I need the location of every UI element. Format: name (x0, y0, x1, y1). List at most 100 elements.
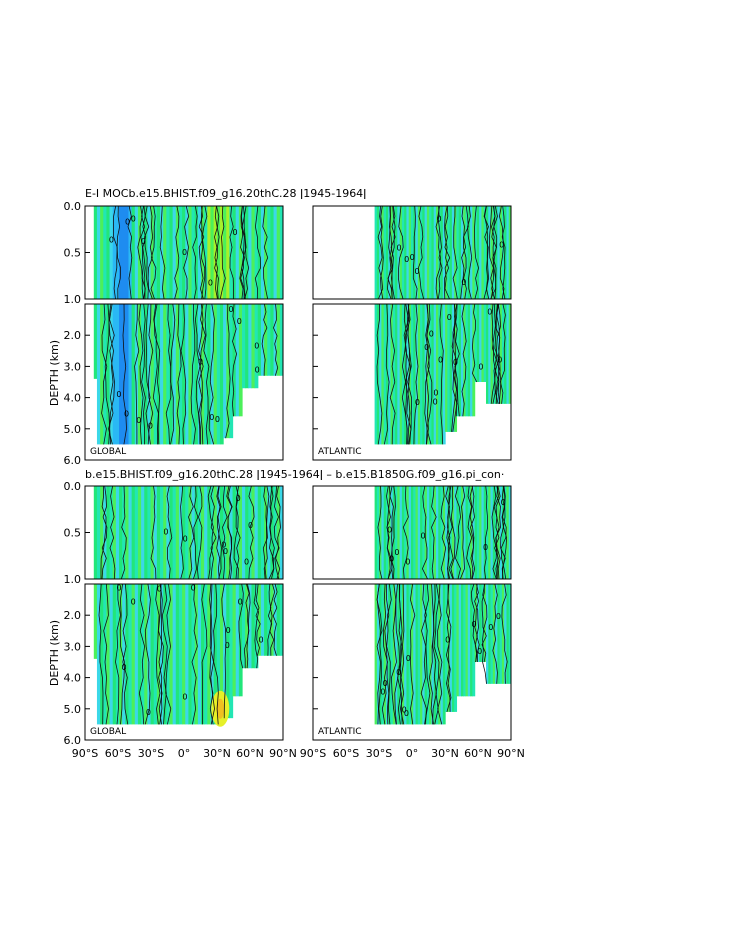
color-band (103, 206, 108, 299)
contour-zero-label: 0 (415, 398, 420, 407)
contour-line (467, 206, 473, 299)
contour-line (145, 304, 151, 445)
color-band (458, 486, 462, 579)
color-band (454, 486, 458, 579)
contour-zero-label: 0 (136, 416, 141, 425)
contour-line (113, 206, 118, 299)
color-band (144, 486, 149, 579)
color-band (257, 304, 262, 376)
color-band (451, 206, 455, 299)
color-band (131, 584, 136, 725)
x-tick-label: 0° (178, 747, 191, 760)
contour-zero-label: 0 (394, 548, 399, 557)
color-band (397, 486, 401, 579)
contour-line (446, 584, 451, 712)
contour-line (263, 486, 270, 579)
x-tick-label: 60°S (333, 747, 359, 760)
x-tick-label: 30°N (203, 747, 231, 760)
color-band (204, 584, 208, 725)
color-band (251, 584, 256, 669)
y-tick-label: 0.0 (64, 480, 82, 493)
contour-line (482, 584, 488, 684)
color-band (106, 304, 111, 445)
contour-line (491, 486, 497, 579)
contour-zero-label: 0 (163, 527, 168, 536)
color-band (420, 486, 423, 579)
color-band (163, 486, 167, 579)
contour-line (216, 486, 221, 579)
color-band (408, 584, 412, 725)
contour-line (445, 584, 452, 713)
color-band (160, 304, 164, 445)
color-band (178, 206, 183, 299)
color-band (232, 304, 237, 417)
color-band (429, 486, 433, 579)
contour-line (127, 206, 133, 299)
contour-zero-label: 0 (198, 358, 203, 367)
color-band (413, 304, 417, 445)
color-band (276, 206, 281, 299)
contour-zero-label: 0 (397, 244, 402, 253)
contour-zero-label: 0 (131, 214, 136, 223)
contour-line (399, 584, 405, 725)
color-band (137, 486, 142, 579)
color-band (156, 304, 161, 445)
color-band (185, 206, 189, 299)
y-tick-label: 4.0 (64, 672, 82, 685)
color-band (264, 584, 268, 656)
color-band (185, 304, 189, 445)
contour-line (499, 304, 506, 404)
contour-line (193, 486, 199, 579)
color-band (417, 206, 421, 299)
contour-line (381, 584, 388, 725)
color-band (481, 486, 485, 579)
contour-line (109, 304, 115, 445)
contour-line (474, 206, 480, 299)
color-band (128, 206, 133, 299)
contour-line (498, 206, 505, 299)
contour-line (152, 304, 159, 445)
color-band (96, 584, 101, 725)
color-band (279, 304, 283, 376)
color-band (426, 486, 430, 579)
contour-zero-label: 0 (229, 305, 234, 314)
color-band (175, 486, 180, 579)
color-band (279, 206, 283, 299)
color-band (456, 304, 460, 417)
color-band (267, 486, 271, 579)
panels-layer: 00000000.00.51.0000000000002.03.04.05.06… (48, 200, 525, 760)
color-band (499, 486, 503, 579)
color-band (188, 304, 193, 445)
contour-line (221, 584, 227, 719)
contour-line (142, 206, 147, 299)
x-tick-label: 90°N (269, 747, 297, 760)
color-band (388, 486, 392, 579)
contour-zero-label: 0 (410, 253, 415, 262)
contour-zero-label: 0 (182, 248, 187, 257)
color-band (490, 206, 494, 299)
color-band (93, 206, 98, 299)
color-band (175, 584, 180, 725)
contour-zero-label: 0 (255, 365, 260, 374)
color-band (163, 206, 167, 299)
color-band (458, 304, 462, 417)
color-band (172, 206, 177, 299)
contour-line (493, 486, 500, 579)
region-label: ATLANTIC (318, 447, 362, 457)
x-tick-label: 60°N (464, 747, 492, 760)
color-band (488, 584, 492, 684)
color-band (442, 304, 446, 445)
contour-zero-label: 0 (157, 584, 162, 593)
color-band (376, 584, 380, 725)
color-band (229, 486, 234, 579)
color-band (194, 206, 199, 299)
color-band (433, 584, 437, 725)
color-band (454, 584, 458, 712)
color-band (270, 206, 275, 299)
color-band (424, 486, 428, 579)
color-band (476, 486, 480, 579)
color-band (245, 206, 249, 299)
color-band (431, 304, 435, 445)
contour-line (140, 206, 146, 299)
color-band (150, 304, 155, 445)
